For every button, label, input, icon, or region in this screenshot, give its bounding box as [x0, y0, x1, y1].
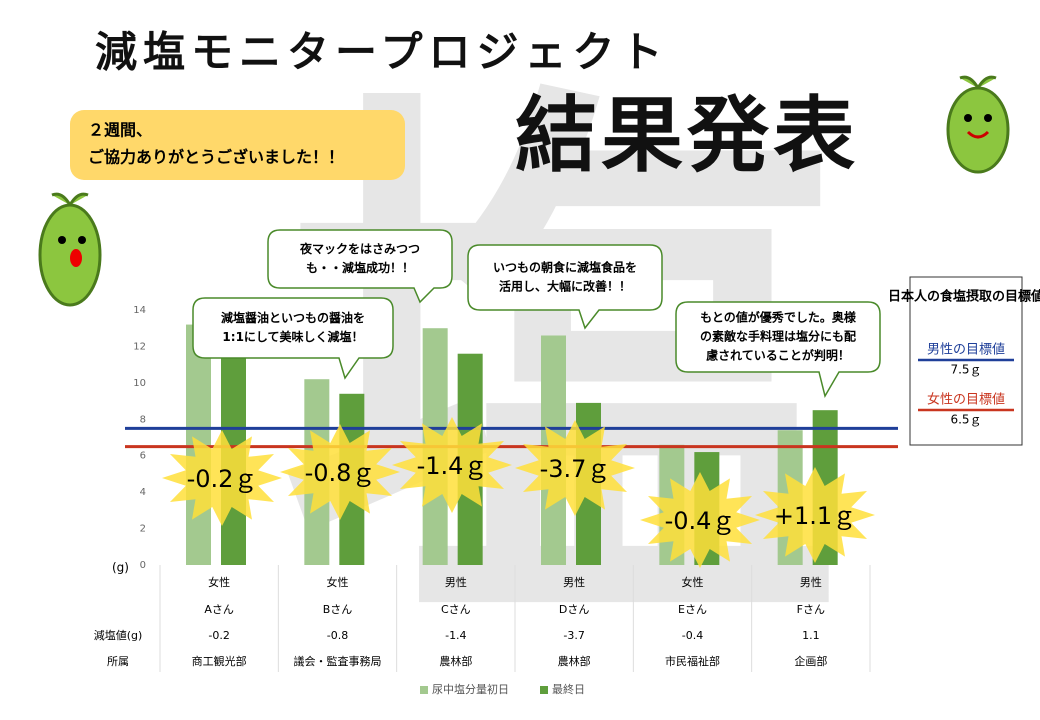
reduction-label: -0.2ｇ	[187, 465, 258, 493]
starburst	[515, 420, 635, 516]
speech-bubble	[192, 297, 394, 380]
bubble-text: いつもの朝食に減塩食品を	[493, 260, 637, 275]
reduction: -0.4	[682, 629, 703, 642]
bubble-text: の素敵な手料理は塩分にも配	[700, 329, 856, 344]
y-tick-label: 4	[140, 487, 146, 498]
bubble-text: 活用し、大幅に改善！！	[499, 279, 631, 294]
note-box	[70, 110, 405, 180]
reduction: -1.4	[445, 629, 466, 642]
reference-name: 女性の目標値	[927, 392, 1005, 408]
bubble-text: 夜マックをはさみつつ	[299, 241, 420, 256]
y-tick-label: 10	[133, 378, 146, 389]
bubble-text: 1:1にして美味しく減塩！	[222, 329, 363, 344]
chart-title: 減塩モニタープロジェクト	[95, 28, 668, 77]
starburst	[392, 417, 512, 513]
reference-title: 日本人の食塩摂取の目標値	[888, 289, 1040, 305]
x-tick-label: Aさん	[204, 603, 234, 616]
y-tick-label: 6	[140, 451, 146, 462]
speech-bubble	[675, 301, 881, 398]
department: 市民福祉部	[665, 654, 720, 668]
x-tick-label: Cさん	[441, 603, 471, 616]
reduction: -3.7	[563, 629, 584, 642]
department: 企画部	[794, 654, 827, 668]
reduction-label: -1.4ｇ	[417, 452, 488, 480]
gender: 男性	[800, 575, 822, 589]
gender: 女性	[682, 575, 704, 589]
y-tick-label: 14	[133, 305, 146, 316]
y-unit: (g)	[112, 561, 129, 575]
row-label: 所属	[107, 655, 129, 668]
reference-name: 男性の目標値	[927, 342, 1005, 358]
reduction: 1.1	[802, 629, 820, 642]
y-tick-label: 8	[140, 414, 146, 425]
legend-swatch	[540, 686, 548, 694]
x-tick-label: Dさん	[559, 603, 589, 616]
note-line: ご協力ありがとうございました！！	[88, 148, 344, 167]
bubble-text: 慮されていることが判明！	[706, 348, 850, 363]
x-tick-label: Eさん	[678, 603, 707, 616]
legend-swatch	[420, 686, 428, 694]
bubble-text: 減塩醤油といつもの醤油を	[221, 310, 365, 325]
x-tick-label: Bさん	[323, 603, 353, 616]
y-tick-label: 2	[140, 524, 146, 535]
y-tick-label: 0	[140, 560, 146, 571]
speech-bubble	[467, 244, 663, 330]
speech-bubble	[267, 229, 453, 304]
department: 農林部	[439, 654, 472, 668]
reduction-label: -3.7ｇ	[540, 455, 611, 483]
starburst	[640, 472, 760, 568]
row-label: 減塩値(g)	[94, 628, 143, 642]
reference-label: 7.5ｇ	[950, 363, 981, 377]
gender: 女性	[327, 575, 349, 589]
y-tick-label: 12	[133, 341, 146, 352]
department: 農林部	[558, 654, 591, 668]
department: 商工観光部	[192, 654, 247, 668]
mascot	[38, 192, 102, 307]
gender: 男性	[445, 575, 467, 589]
starburst	[162, 430, 282, 526]
reduction-label: +1.1ｇ	[774, 502, 856, 530]
mascot	[946, 75, 1010, 174]
legend-label: 尿中塩分量初日	[432, 682, 509, 696]
gender: 女性	[208, 575, 230, 589]
reduction: -0.8	[327, 629, 348, 642]
chart-subtitle: 結果発表	[515, 87, 859, 183]
legend-label: 最終日	[552, 682, 585, 696]
reduction-label: -0.4ｇ	[665, 507, 736, 535]
starburst	[280, 424, 400, 520]
starburst	[755, 467, 875, 563]
reference-label: 6.5ｇ	[950, 413, 981, 427]
x-tick-label: Fさん	[797, 603, 825, 616]
reduction: -0.2	[208, 629, 229, 642]
bubble-text: も・・減塩成功！！	[306, 260, 414, 275]
bubble-text: もとの値が優秀でした。奥様	[700, 310, 857, 325]
note-line: ２週間、	[88, 121, 152, 140]
reduction-label: -0.8ｇ	[305, 459, 376, 487]
gender: 男性	[563, 575, 585, 589]
department: 議会・監査事務局	[294, 654, 382, 668]
